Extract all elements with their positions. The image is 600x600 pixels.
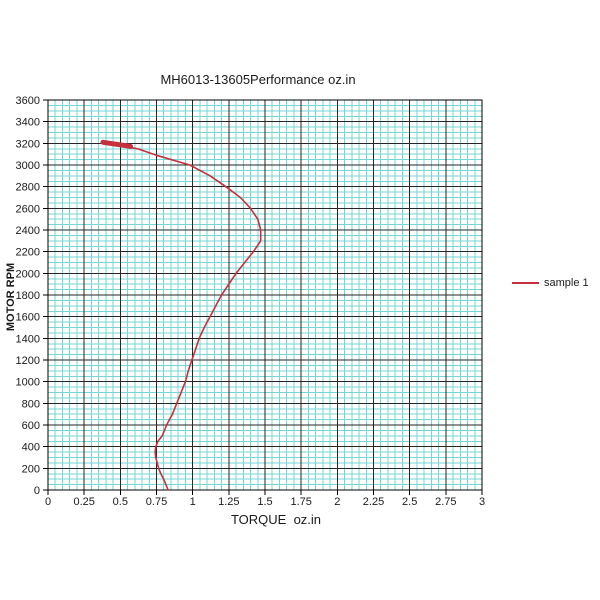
svg-text:2.75: 2.75 <box>435 496 456 508</box>
svg-text:2000: 2000 <box>16 268 40 280</box>
svg-text:600: 600 <box>22 420 40 432</box>
svg-text:2800: 2800 <box>16 182 40 194</box>
x-axis-title: TORQUE oz.in <box>230 512 322 527</box>
svg-text:800: 800 <box>22 398 40 410</box>
svg-text:1.75: 1.75 <box>290 496 311 508</box>
chart-title: MH6013-13605Performance oz.in <box>160 72 356 87</box>
legend-line-marker <box>512 282 539 284</box>
svg-text:3: 3 <box>479 496 485 508</box>
svg-text:2400: 2400 <box>16 225 40 237</box>
svg-text:1000: 1000 <box>16 377 40 389</box>
svg-text:1: 1 <box>190 496 196 508</box>
svg-text:0.75: 0.75 <box>146 496 167 508</box>
svg-text:3000: 3000 <box>16 160 40 172</box>
svg-text:400: 400 <box>22 442 40 454</box>
series-start-marker <box>100 139 133 149</box>
svg-text:0: 0 <box>34 485 40 497</box>
svg-text:1600: 1600 <box>16 312 40 324</box>
svg-text:2600: 2600 <box>16 203 40 215</box>
svg-text:0.25: 0.25 <box>73 496 94 508</box>
svg-text:1400: 1400 <box>16 333 40 345</box>
svg-text:1.5: 1.5 <box>257 496 272 508</box>
svg-text:3400: 3400 <box>16 117 40 129</box>
svg-text:0.5: 0.5 <box>113 496 128 508</box>
x-axis-ticks <box>47 490 483 495</box>
svg-text:2.5: 2.5 <box>402 496 417 508</box>
svg-text:3200: 3200 <box>16 138 40 150</box>
y-axis-title: MOTOR RPM <box>5 262 17 332</box>
legend-label: sample 1 <box>544 277 589 289</box>
series-line <box>105 142 262 491</box>
svg-text:2: 2 <box>334 496 340 508</box>
svg-text:1200: 1200 <box>16 355 40 367</box>
svg-text:2200: 2200 <box>16 247 40 259</box>
svg-text:2.25: 2.25 <box>363 496 384 508</box>
svg-text:3600: 3600 <box>16 95 40 107</box>
svg-text:1800: 1800 <box>16 290 40 302</box>
x-axis-tick-labels: 0 0.25 0.5 0.75 1 1.25 1.5 1.75 2 2.25 2.5 2.75 3 <box>45 496 485 508</box>
svg-text:0: 0 <box>45 496 51 508</box>
legend: sample 1 <box>512 277 589 289</box>
svg-text:1.25: 1.25 <box>218 496 239 508</box>
y-axis-ticks <box>43 99 48 491</box>
svg-text:200: 200 <box>22 463 40 475</box>
y-axis-tick-labels: 0 200 400 600 800 1000 1200 1400 1600 1800 2000 220… <box>16 95 40 497</box>
